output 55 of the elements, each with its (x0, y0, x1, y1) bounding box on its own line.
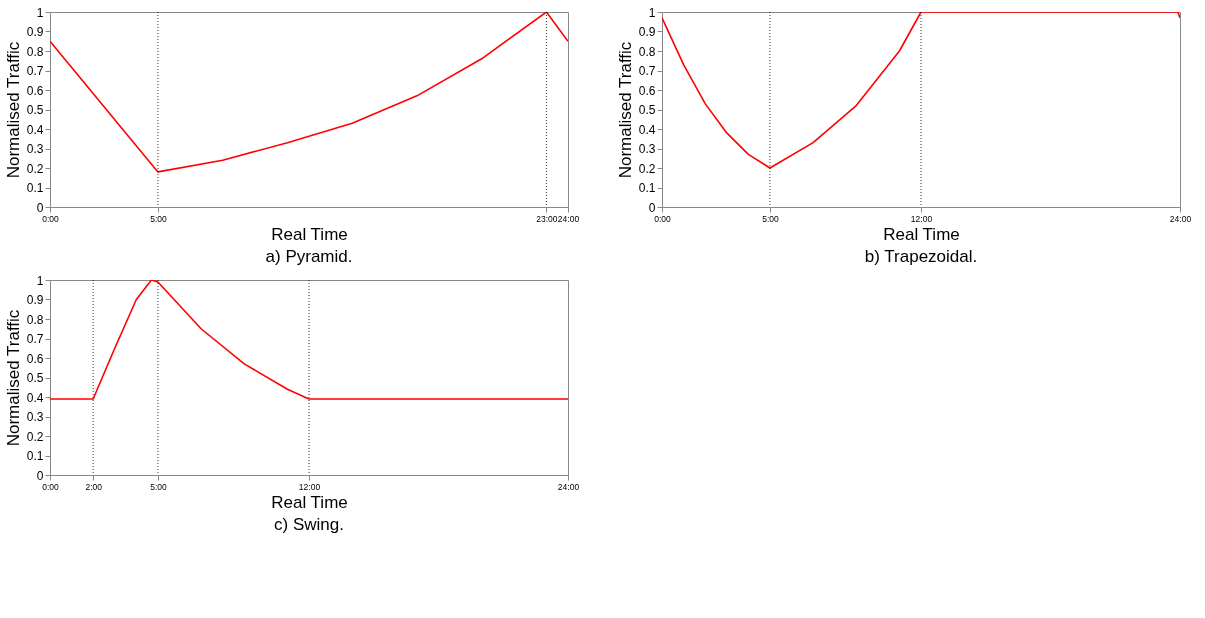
x-tick-label: 12:00 (298, 481, 321, 492)
y-tick-label: 0.6 (26, 351, 44, 366)
y-tick-label: 0.7 (638, 64, 656, 78)
y-tick-label: 0.8 (26, 44, 44, 59)
x-axis-title: Real Time (271, 493, 348, 512)
y-tick-label: 0.1 (26, 181, 44, 195)
y-tick-label: 0.6 (638, 83, 656, 98)
y-tick-label: 0.9 (26, 293, 44, 307)
y-tick-label: 0.4 (638, 122, 656, 137)
y-tick-label: 1 (36, 273, 44, 288)
y-tick-label: 0.7 (26, 64, 44, 78)
y-tick-label: 0.1 (26, 449, 44, 463)
y-axis-title: Normalised Traffic (3, 309, 23, 447)
y-tick-label: 0.2 (26, 429, 44, 444)
x-tick-label: 23:00 (536, 213, 558, 224)
y-tick-label: 0 (36, 468, 44, 483)
y-tick-label: 1 (648, 5, 656, 20)
y-tick-label: 0.5 (638, 103, 656, 117)
y-tick-label: 0.3 (26, 410, 44, 424)
y-tick-label: 0.9 (26, 25, 44, 39)
x-tick-label: 0:00 (42, 213, 60, 224)
x-tick-label: 24:00 (557, 481, 580, 492)
x-axis-title: Real Time (883, 225, 960, 244)
y-tick-label: 0 (36, 200, 44, 215)
y-tick-label: 0.9 (638, 25, 656, 39)
x-tick-label: 0:00 (654, 213, 672, 224)
x-tick-label: 12:00 (910, 213, 933, 224)
y-tick-label: 0.1 (638, 181, 656, 195)
text: c) Swing. (274, 514, 344, 534)
y-axis-title: Normalised Traffic (615, 41, 635, 179)
y-tick-label: 0.2 (26, 161, 44, 176)
y-tick-label: 0.8 (638, 44, 656, 59)
x-tick-label: 24:00 (557, 213, 580, 224)
text: a) Pyramid. (265, 246, 353, 266)
y-tick-label: 0 (648, 200, 656, 215)
y-tick-label: 0.3 (26, 142, 44, 156)
y-tick-label: 0.5 (26, 103, 44, 117)
y-tick-label: 0.4 (26, 122, 44, 137)
y-tick-label: 0.6 (26, 83, 44, 98)
y-tick-label: 1 (36, 5, 44, 20)
text: b) Trapezoidal. (864, 246, 978, 266)
y-tick-label: 0.4 (26, 390, 44, 405)
y-tick-label: 0.5 (26, 371, 44, 385)
x-axis-title: Real Time (271, 225, 348, 244)
x-tick-label: 5:00 (150, 213, 167, 224)
x-tick-label: 2:00 (85, 481, 103, 492)
y-axis-title: Normalised Traffic (3, 41, 23, 179)
x-tick-label: 5:00 (150, 481, 167, 492)
y-tick-label: 0.8 (26, 312, 44, 327)
x-tick-label: 0:00 (42, 481, 60, 492)
x-tick-label: 24:00 (1169, 213, 1192, 224)
y-tick-label: 0.2 (638, 161, 656, 176)
y-tick-label: 0.7 (26, 332, 44, 346)
x-tick-label: 5:00 (762, 213, 779, 224)
y-tick-label: 0.3 (638, 142, 656, 156)
